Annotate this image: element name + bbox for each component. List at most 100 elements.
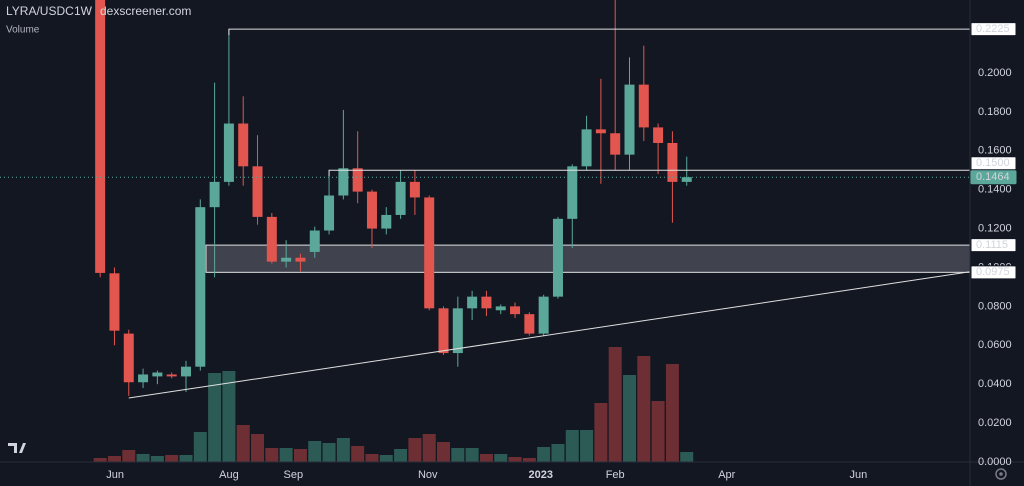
x-tick-label: Aug bbox=[219, 469, 239, 481]
candle-body bbox=[681, 177, 692, 182]
settings-icon[interactable] bbox=[995, 468, 1007, 480]
x-tick-label: Jun bbox=[850, 469, 868, 481]
candle-body bbox=[381, 214, 392, 229]
price-label: 0.1500 bbox=[976, 157, 1010, 169]
volume-bar bbox=[265, 448, 279, 462]
candle-body bbox=[395, 181, 406, 215]
price-label-box bbox=[970, 156, 1017, 171]
candle-body bbox=[95, 0, 106, 273]
volume-bar bbox=[322, 443, 336, 462]
volume-bar bbox=[565, 430, 579, 462]
candle-body bbox=[667, 142, 678, 182]
volume-bar bbox=[336, 438, 350, 462]
candle-body bbox=[624, 84, 635, 155]
volume-bar bbox=[451, 448, 465, 462]
level-line bbox=[228, 28, 970, 36]
price-label: 0.2225 bbox=[976, 23, 1010, 35]
volume-bar bbox=[637, 356, 651, 462]
x-tick-label: Nov bbox=[418, 469, 438, 481]
source: dexscreener.com bbox=[100, 4, 191, 18]
price-label-box bbox=[970, 238, 1017, 253]
volume-bar bbox=[107, 456, 121, 462]
volume-bar bbox=[494, 454, 508, 462]
y-tick-label: 0.1400 bbox=[978, 184, 1012, 196]
candle-body bbox=[166, 374, 177, 377]
volume-bar bbox=[308, 441, 322, 462]
price-label: 0.1464 bbox=[976, 171, 1010, 183]
volume-bar bbox=[622, 375, 636, 462]
volume-label: Volume bbox=[6, 25, 40, 36]
volume-bar bbox=[379, 455, 393, 462]
candle-body bbox=[638, 84, 649, 128]
candle-body bbox=[438, 308, 449, 354]
level-line bbox=[328, 169, 970, 177]
candle-body bbox=[266, 216, 277, 262]
y-tick-label: 0.1800 bbox=[978, 106, 1012, 118]
candle-body bbox=[209, 181, 220, 208]
symbol: LYRA/USDC bbox=[6, 4, 74, 18]
y-tick-label: 0.0600 bbox=[978, 339, 1012, 351]
candle-body bbox=[324, 195, 335, 231]
volume-bar bbox=[293, 449, 307, 462]
trend-line bbox=[128, 271, 970, 399]
candle-body bbox=[295, 257, 306, 262]
candle-body bbox=[281, 257, 292, 262]
axes: 0.00000.02000.04000.06000.08000.10000.12… bbox=[106, 22, 1017, 481]
plot-area bbox=[0, 0, 970, 462]
candle-body bbox=[467, 296, 478, 309]
candle-body bbox=[552, 218, 563, 297]
zone bbox=[205, 244, 970, 273]
x-tick-label: Apr bbox=[718, 469, 735, 481]
candle-body bbox=[309, 230, 320, 252]
y-tick-label: 0.0800 bbox=[978, 300, 1012, 312]
candle-body bbox=[123, 333, 134, 383]
volume-bar bbox=[351, 446, 365, 462]
volume-bar bbox=[193, 432, 207, 462]
candle-body bbox=[581, 129, 592, 167]
volume-bar bbox=[394, 449, 408, 462]
volume-bar bbox=[236, 425, 250, 462]
x-tick-label: 2023 bbox=[529, 469, 553, 481]
price-label-box bbox=[970, 170, 1017, 185]
volume-bar bbox=[465, 448, 479, 462]
candle-body bbox=[238, 123, 249, 167]
y-tick-label: 0.0000 bbox=[978, 456, 1012, 468]
price-label: 0.1115 bbox=[976, 239, 1008, 251]
price-label: 0.0975 bbox=[976, 266, 1010, 278]
volume-bar bbox=[93, 458, 107, 462]
x-tick-label: Sep bbox=[284, 469, 304, 481]
y-tick-label: 0.1600 bbox=[978, 145, 1012, 157]
candle-body bbox=[409, 181, 420, 198]
volume-bar bbox=[251, 434, 265, 462]
volume-bar bbox=[537, 447, 551, 462]
candle-body bbox=[366, 191, 377, 229]
candle-body bbox=[595, 129, 606, 134]
volume-bar bbox=[165, 455, 179, 462]
volume-bar bbox=[179, 455, 193, 462]
y-tick-label: 0.2000 bbox=[978, 67, 1012, 79]
candle-body bbox=[138, 374, 149, 383]
candle-body bbox=[524, 314, 535, 334]
volume-bar bbox=[222, 371, 236, 462]
candle-body bbox=[109, 273, 120, 331]
candle-body bbox=[252, 166, 263, 217]
volume-bar bbox=[136, 454, 150, 462]
candle-body bbox=[510, 306, 521, 315]
candle-body bbox=[495, 306, 506, 311]
candle-body bbox=[223, 123, 234, 182]
y-tick-label: 0.1200 bbox=[978, 222, 1012, 234]
x-tick-label: Jun bbox=[106, 469, 124, 481]
volume-bar bbox=[208, 373, 222, 462]
volume-bar bbox=[150, 456, 164, 462]
volume-bar bbox=[279, 448, 293, 462]
candle-body bbox=[452, 308, 463, 354]
y-tick-label: 0.0200 bbox=[978, 417, 1012, 429]
candle-body bbox=[610, 133, 621, 155]
candle-body bbox=[338, 168, 349, 196]
volume-bar bbox=[665, 364, 679, 462]
candle-body bbox=[567, 166, 578, 219]
candle-body bbox=[538, 296, 549, 334]
volume-bar bbox=[365, 454, 379, 462]
